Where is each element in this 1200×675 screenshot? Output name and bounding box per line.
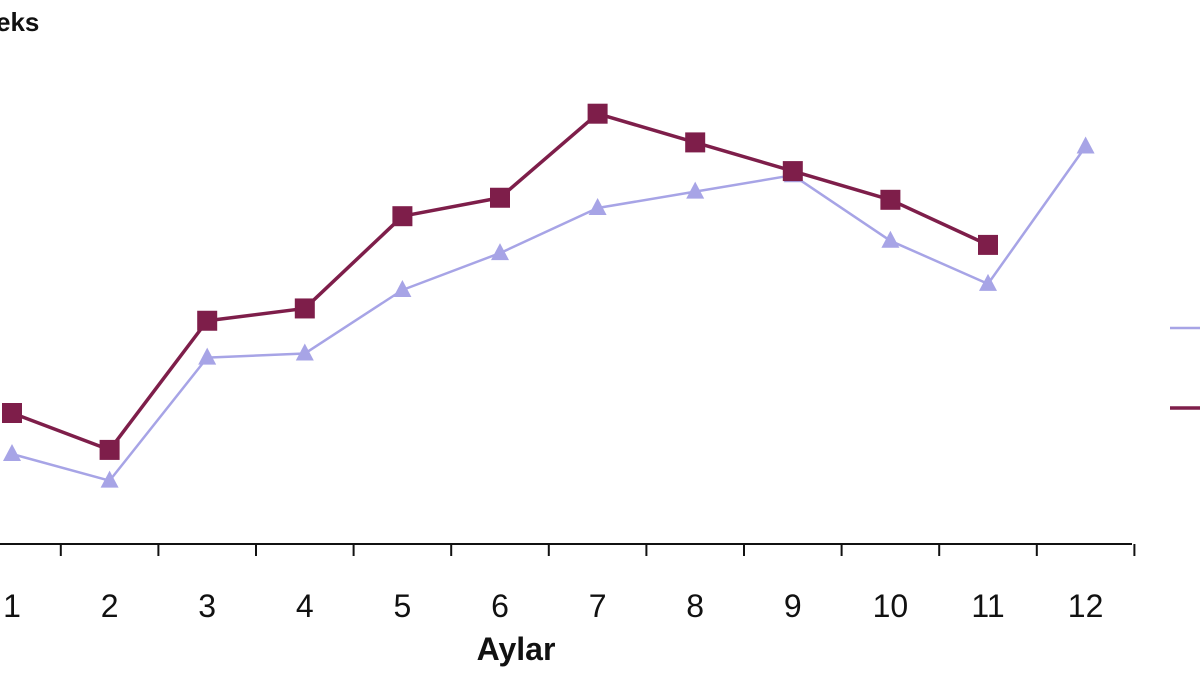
series-line-2 — [11, 111, 989, 452]
x-axis-ticks — [59, 544, 1136, 556]
legend — [1170, 326, 1200, 410]
data-point-square — [99, 439, 120, 460]
series-lines — [11, 111, 1087, 482]
data-point-triangle — [979, 273, 997, 291]
data-point-triangle — [686, 181, 705, 199]
data-point-triangle — [3, 444, 21, 461]
data-point-square — [197, 310, 218, 331]
data-point-triangle — [1076, 136, 1095, 154]
x-tick-label: 8 — [686, 588, 704, 624]
data-point-triangle — [100, 470, 119, 488]
x-tick-label: 7 — [589, 588, 607, 624]
x-tick-label: 6 — [491, 588, 509, 624]
data-point-square — [880, 189, 901, 210]
data-point-square — [978, 234, 998, 255]
x-axis-title: Aylar — [477, 631, 556, 667]
data-point-triangle — [198, 347, 217, 365]
data-point-square — [392, 206, 413, 227]
data-point-triangle — [588, 198, 607, 215]
data-point-triangle — [393, 280, 412, 297]
x-tick-label: 2 — [101, 588, 119, 624]
data-point-triangle — [881, 230, 900, 248]
data-point-square — [294, 298, 315, 319]
x-tick-label: 4 — [296, 588, 314, 624]
x-tick-label: 10 — [873, 588, 909, 624]
data-point-square — [2, 403, 22, 423]
data-point-triangle — [295, 343, 314, 361]
x-tick-label: 9 — [784, 588, 802, 624]
x-axis-tick-labels: 1 2 3 4 5 6 7 8 9 10 11 12 — [3, 588, 1103, 624]
series-markers — [2, 103, 1095, 488]
data-point-square — [782, 161, 803, 182]
x-tick-label: 3 — [198, 588, 216, 624]
x-tick-label: 1 — [3, 588, 21, 624]
series-line-1 — [11, 145, 1087, 482]
y-axis-title: eks — [0, 7, 39, 37]
data-point-square — [587, 103, 608, 124]
data-point-square — [490, 187, 510, 208]
data-point-triangle — [491, 243, 509, 261]
x-tick-label: 11 — [971, 588, 1004, 624]
x-tick-label: 12 — [1068, 588, 1104, 624]
x-tick-label: 5 — [394, 588, 412, 624]
data-point-square — [685, 132, 706, 153]
